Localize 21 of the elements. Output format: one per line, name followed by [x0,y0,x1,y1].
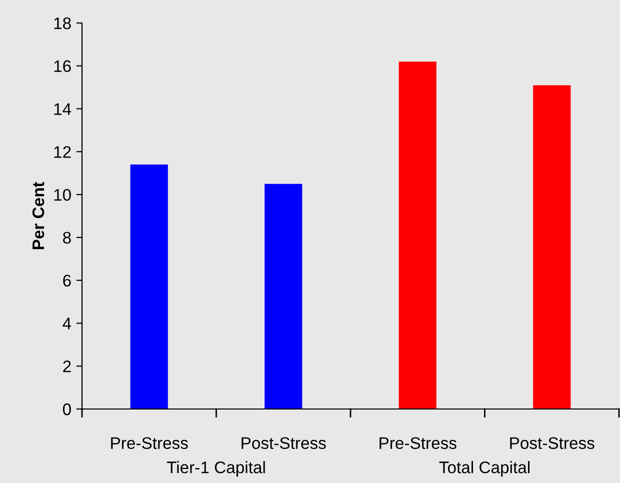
y-tick-label: 0 [62,403,71,416]
y-axis-title: Per Cent [32,182,44,250]
bar [398,62,436,409]
y-tick-label: 4 [62,318,72,330]
y-tick-label: 6 [63,274,71,287]
bar [264,184,302,409]
x-tick-label: Pre-Stress [111,437,188,450]
text: Total Capital [439,461,530,477]
y-tick-label: 2 [63,360,71,372]
bar [130,164,168,409]
x-tick-label: Pre-Stress [380,437,456,450]
y-tick-label: 8 [63,232,71,244]
y-tick-label: 14 [54,103,72,115]
x-tick-label: Post-Stress [242,437,326,450]
x-tick-label: Post-Stress [510,437,594,450]
y-tick-label: 16 [54,60,71,72]
bar [533,85,571,409]
y-tick-label: 10 [54,188,71,201]
y-tick-label: 12 [54,146,71,158]
text: Tier-1 Capital [166,461,265,477]
y-tick-label: 18 [54,17,71,30]
